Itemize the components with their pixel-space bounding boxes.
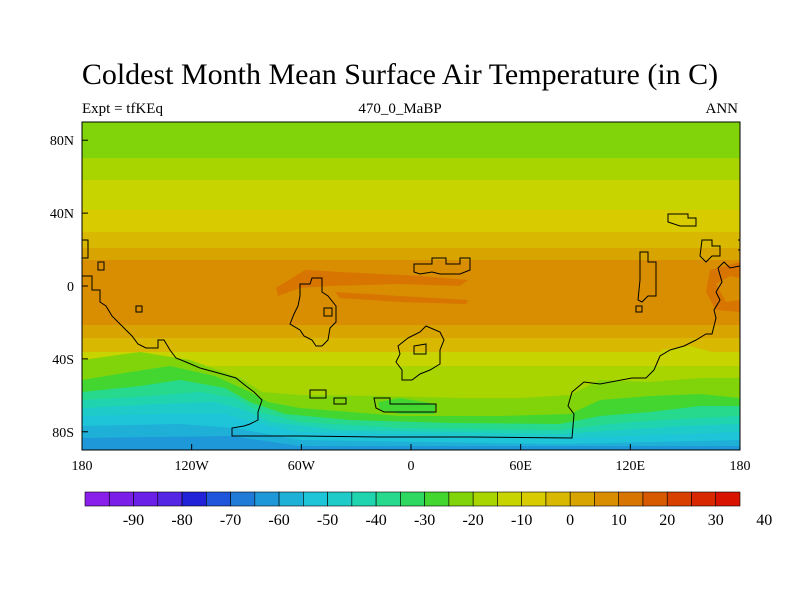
period-label: 470_0_MaBP (358, 101, 442, 117)
y-tick-label: 80S (52, 426, 74, 441)
x-tick-label: 180 (730, 459, 751, 474)
colorbar-label: 10 (611, 512, 627, 529)
colorbar-swatch (181, 491, 207, 507)
coastlines (82, 213, 740, 439)
colorbar-swatch (618, 491, 644, 507)
season-label: ANN (705, 101, 739, 117)
colorbar-label: -70 (220, 512, 241, 529)
colorbar-label: -80 (171, 512, 192, 529)
colorbar-label: -40 (365, 512, 386, 529)
colorbar-swatch (448, 491, 474, 507)
colorbar: -90-80-70-60-50-40-30-20-1001020304050 (84, 491, 772, 529)
colorbar-swatch (472, 491, 498, 507)
colorbar-swatch (327, 491, 353, 507)
colorbar-label: 0 (566, 512, 574, 529)
colorbar-label: -30 (414, 512, 435, 529)
x-tick-label: 60W (288, 459, 316, 474)
colorbar-label: -20 (462, 512, 483, 529)
colorbar-swatch (84, 491, 110, 507)
colorbar-swatch (254, 491, 280, 507)
x-tick-label: 0 (408, 459, 415, 474)
colorbar-swatch (133, 491, 159, 507)
temperature-field (82, 122, 740, 450)
colorbar-swatch (400, 491, 425, 507)
colorbar-swatch (642, 491, 668, 507)
x-tick-label: 120E (616, 459, 646, 474)
colorbar-swatch (278, 491, 304, 507)
experiment-label: Expt = tfKEq (82, 101, 163, 117)
colorbar-swatch (666, 491, 692, 507)
y-tick-label: 40N (50, 207, 74, 222)
y-tick-label: 0 (67, 280, 74, 295)
y-tick-label: 80N (50, 134, 74, 149)
colorbar-label: -90 (123, 512, 144, 529)
colorbar-swatch (303, 491, 328, 507)
y-tick-label: 40S (52, 353, 74, 368)
longitude-axis: 180 120W 60W 0 60E 120E 180 (72, 444, 751, 474)
chart-title: Coldest Month Mean Surface Air Temperatu… (81, 58, 719, 91)
colorbar-swatch (108, 491, 134, 507)
colorbar-swatch (594, 491, 620, 507)
colorbar-swatch (715, 491, 741, 507)
colorbar-swatch (545, 491, 571, 507)
colorbar-label: 20 (659, 512, 675, 529)
colorbar-label: 30 (708, 512, 724, 529)
colorbar-label: -60 (268, 512, 289, 529)
colorbar-label: -10 (511, 512, 532, 529)
colorbar-swatch (205, 491, 231, 507)
colorbar-swatch (521, 491, 547, 507)
colorbar-swatch (569, 491, 595, 507)
colorbar-label: 40 (756, 512, 772, 529)
latitude-axis: 80N 40N 0 40S 80S (50, 134, 88, 441)
colorbar-swatch (230, 491, 256, 507)
x-tick-label: 180 (72, 459, 93, 474)
colorbar-swatch (424, 491, 450, 507)
x-tick-label: 120W (175, 459, 210, 474)
colorbar-swatch (497, 491, 522, 507)
colorbar-swatch (157, 491, 183, 507)
colorbar-swatch (691, 491, 717, 507)
colorbar-label: -50 (317, 512, 338, 529)
x-tick-label: 60E (509, 459, 532, 474)
colorbar-swatch (351, 491, 377, 507)
colorbar-swatch (375, 491, 401, 507)
